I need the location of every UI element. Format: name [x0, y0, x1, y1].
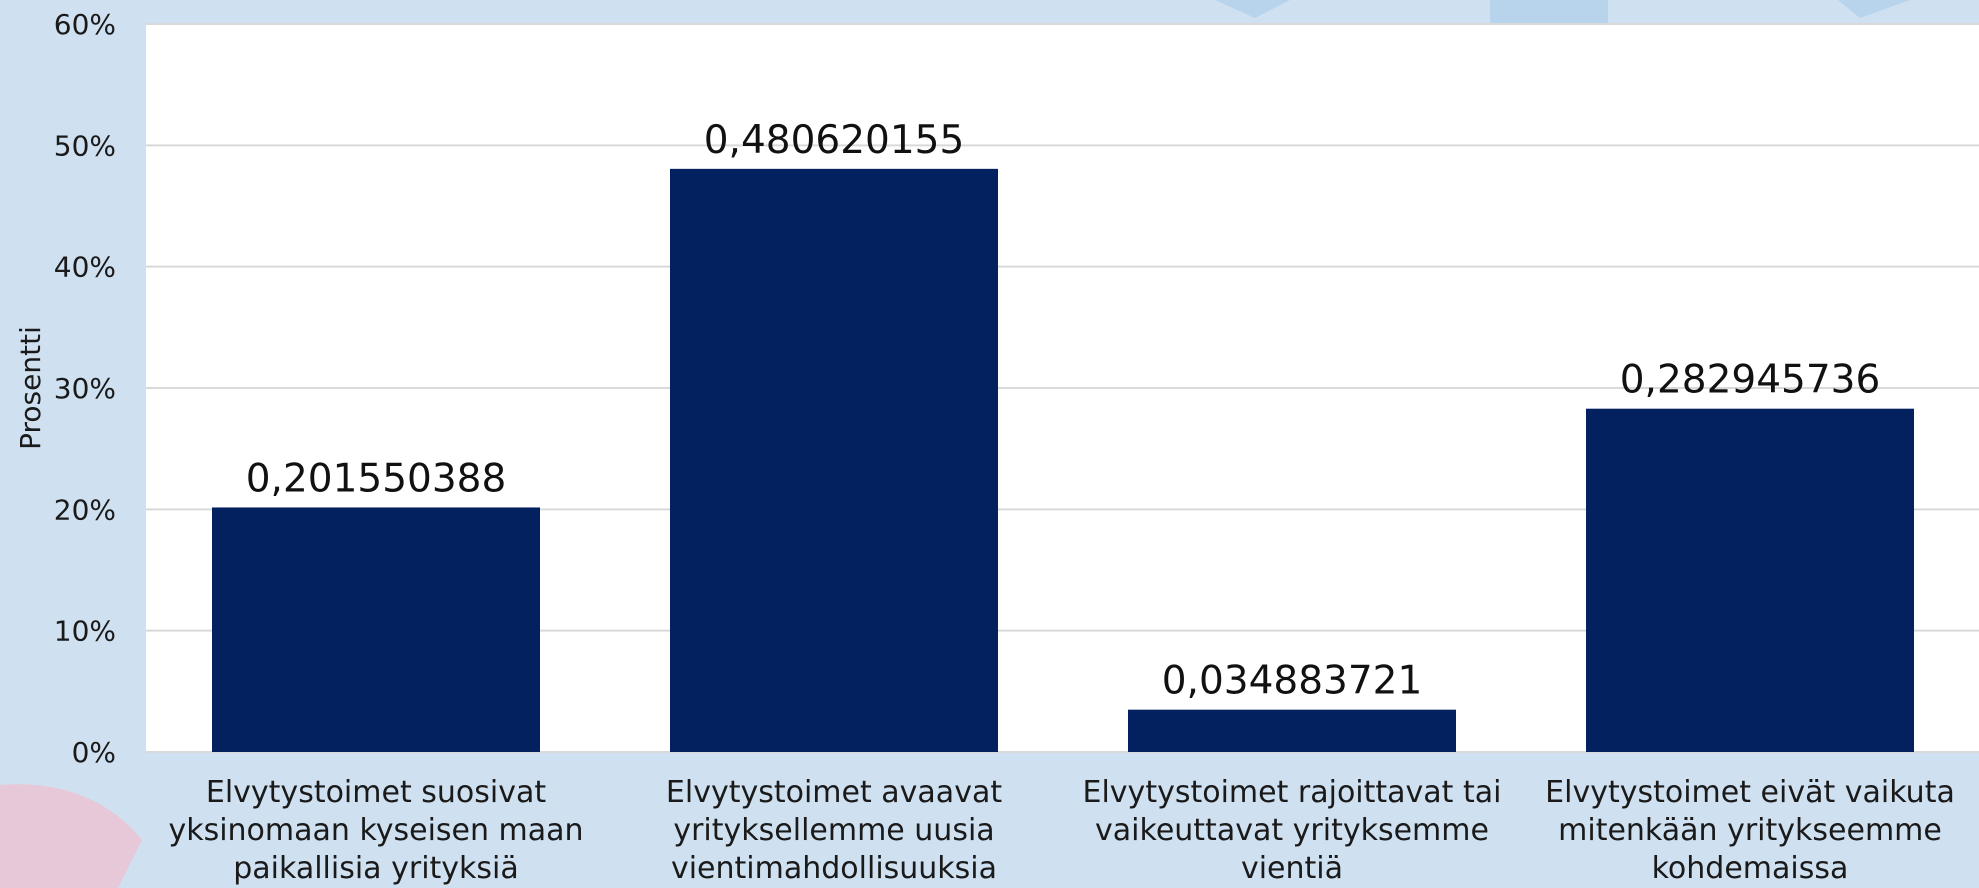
data-label: 0,201550388	[246, 456, 507, 501]
y-tick-label: 10%	[54, 615, 116, 648]
data-label: 0,034883721	[1162, 659, 1423, 704]
decoration-pink-shape	[0, 784, 142, 888]
x-category-label: Elvytystoimet rajoittavat tai vaikeuttav…	[1082, 775, 1502, 886]
bar	[1586, 408, 1914, 752]
x-category-label: Elvytystoimet eivät vaikuta mitenkään yr…	[1545, 775, 1955, 886]
y-tick-label: 20%	[54, 493, 116, 526]
y-tick-label: 30%	[54, 372, 116, 405]
x-category-label: Elvytystoimet suosivat yksinomaan kyseis…	[168, 775, 584, 886]
bar	[1128, 709, 1456, 752]
decoration-triangle-right	[1838, 0, 1910, 18]
y-tick-label: 0%	[72, 736, 116, 769]
bars	[212, 168, 1914, 753]
x-category-label: Elvytystoimet avaavat yrityksellemme uus…	[665, 775, 1003, 886]
data-label: 0,282945736	[1620, 358, 1881, 403]
bar	[212, 507, 540, 752]
y-tick-label: 50%	[54, 129, 116, 162]
data-label: 0,480620155	[704, 118, 965, 163]
decoration-triangle-left	[1215, 0, 1290, 18]
y-tick-label: 60%	[54, 8, 116, 41]
y-axis-title: Prosentti	[14, 326, 47, 450]
y-axis-ticks: 0% 10% 20% 30% 40% 50% 60%	[54, 8, 116, 769]
bar	[670, 168, 998, 753]
y-tick-label: 40%	[54, 251, 116, 284]
background-decorations	[0, 0, 1910, 888]
data-labels: 0,201550388 0,480620155 0,034883721 0,28294…	[246, 118, 1881, 704]
decoration-block	[1490, 0, 1608, 24]
